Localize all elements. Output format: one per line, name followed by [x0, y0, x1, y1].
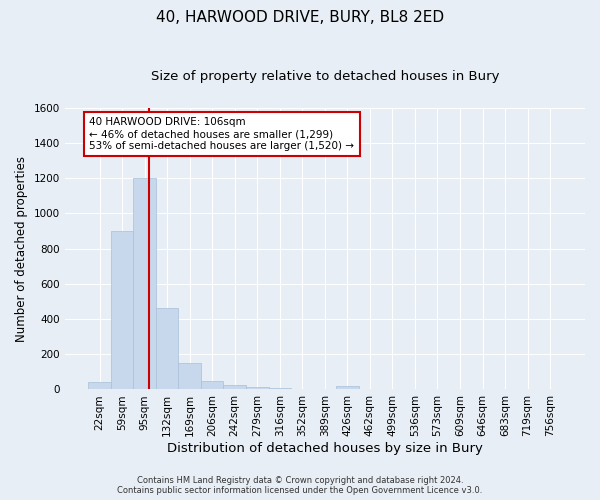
Bar: [269, 388, 291, 390]
Title: Size of property relative to detached houses in Bury: Size of property relative to detached ho…: [151, 70, 499, 83]
Bar: [336, 386, 359, 390]
Bar: [111, 231, 133, 390]
Text: Contains HM Land Registry data © Crown copyright and database right 2024.
Contai: Contains HM Land Registry data © Crown c…: [118, 476, 482, 495]
Bar: [201, 380, 223, 390]
Y-axis label: Number of detached properties: Number of detached properties: [15, 156, 28, 342]
Bar: [133, 178, 156, 390]
Bar: [178, 363, 201, 390]
Bar: [246, 387, 269, 390]
X-axis label: Distribution of detached houses by size in Bury: Distribution of detached houses by size …: [167, 442, 483, 455]
Text: 40 HARWOOD DRIVE: 106sqm
← 46% of detached houses are smaller (1,299)
53% of sem: 40 HARWOOD DRIVE: 106sqm ← 46% of detach…: [89, 118, 355, 150]
Bar: [156, 308, 178, 390]
Bar: [223, 385, 246, 390]
Bar: [88, 382, 111, 390]
Text: 40, HARWOOD DRIVE, BURY, BL8 2ED: 40, HARWOOD DRIVE, BURY, BL8 2ED: [156, 10, 444, 25]
